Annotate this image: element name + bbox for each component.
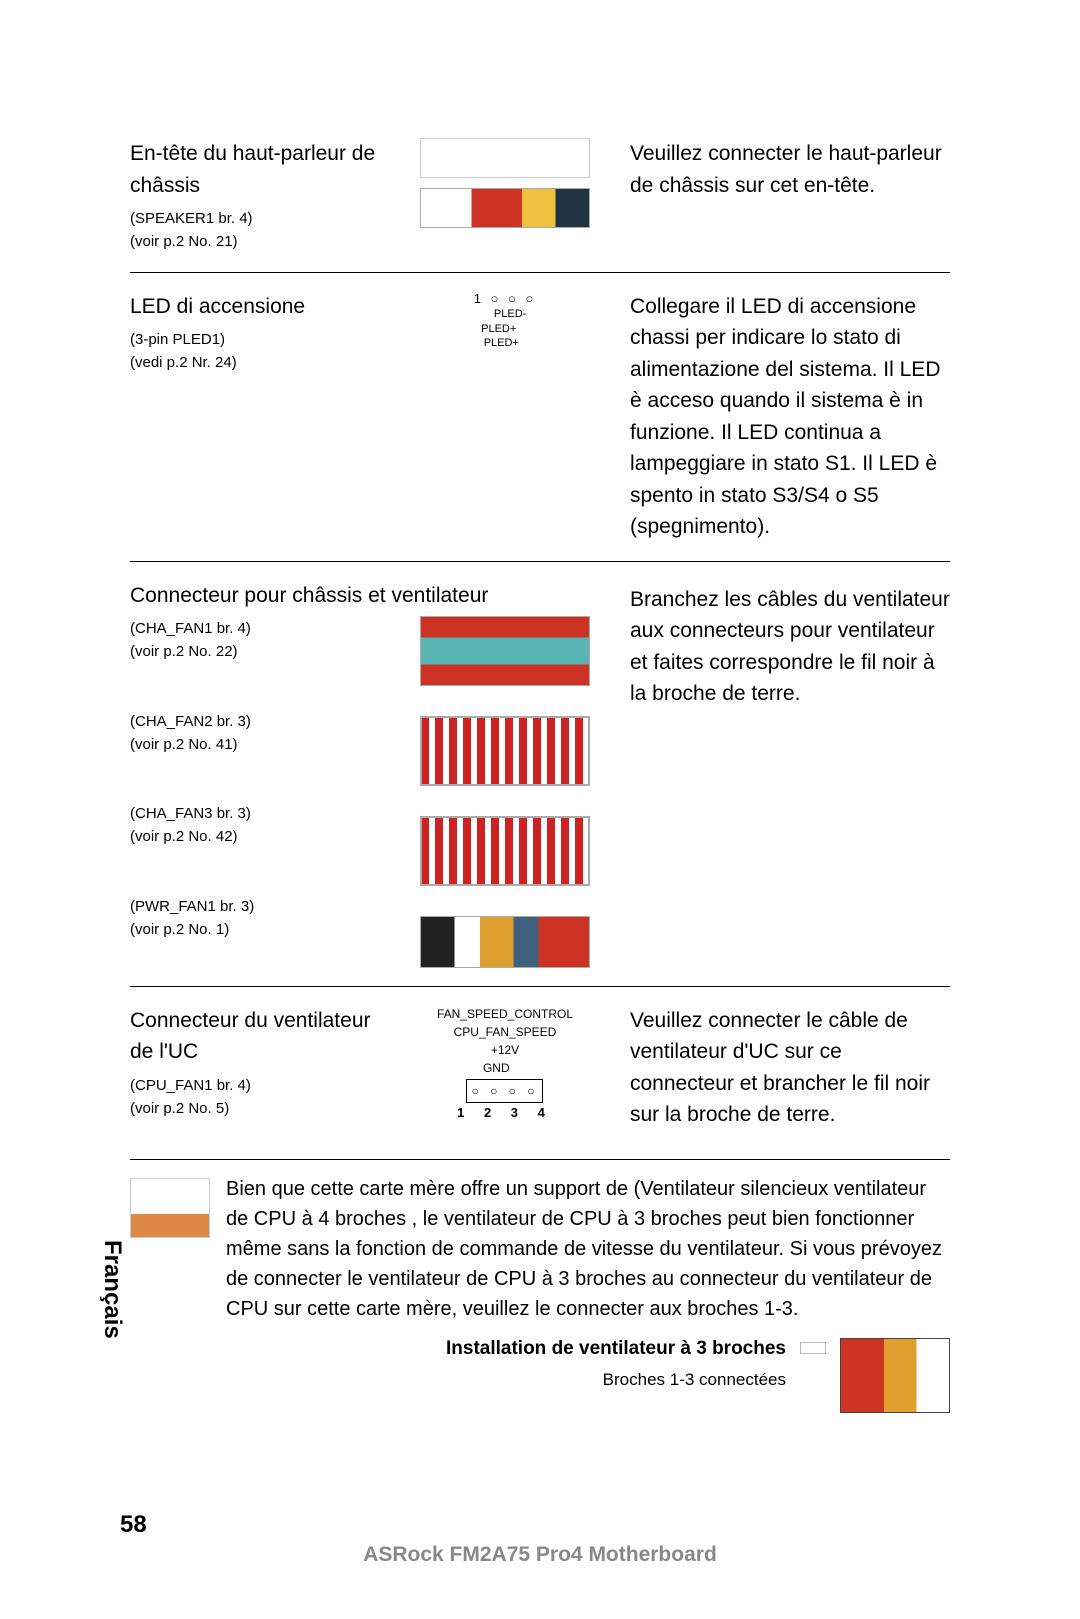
fan-item-2-l2: (voir p.2 No. 42) — [130, 825, 380, 848]
pled-l1: PLED- — [474, 307, 537, 321]
speaker-title: En-tête du haut-parleur de châssis — [130, 138, 380, 201]
cpu-diag-l3: +12V — [437, 1041, 573, 1059]
note-icon — [130, 1178, 210, 1238]
speaker-sub1: (SPEAKER1 br. 4) — [130, 207, 380, 230]
fan-item-0-l2: (voir p.2 No. 22) — [130, 640, 380, 663]
led-title: LED di accensione — [130, 291, 380, 323]
led-desc: Collegare il LED di accensione chassi pe… — [630, 291, 950, 543]
led-sub2: (vedi p.2 Nr. 24) — [130, 351, 380, 374]
note-sub: Installation de ventilateur à 3 broches … — [226, 1338, 950, 1413]
fan-item-0: (CHA_FAN1 br. 4) (voir p.2 No. 22) — [130, 617, 380, 664]
section-cpu-fan: Connecteur du ventilateur de l'UC (CPU_F… — [130, 986, 950, 1149]
page-number: 58 — [120, 1511, 147, 1539]
speaker-desc: Veuillez connecter le haut-parleur de ch… — [630, 138, 950, 201]
cpu-fan-sub1: (CPU_FAN1 br. 4) — [130, 1074, 380, 1097]
fan-thumb-1 — [420, 716, 590, 786]
note-box: Bien que cette carte mère offre un suppo… — [130, 1159, 950, 1413]
cpu-fan-title: Connecteur du ventilateur de l'UC — [130, 1005, 380, 1068]
chassis-fan-left: Connecteur pour châssis et ventilateur (… — [130, 580, 380, 942]
speaker-diagram — [400, 138, 610, 254]
speaker-right: Veuillez connecter le haut-parleur de ch… — [630, 138, 950, 254]
fan-item-1-l1: (CHA_FAN2 br. 3) — [130, 710, 380, 733]
section-led: LED di accensione (3-pin PLED1) (vedi p.… — [130, 272, 950, 561]
cpu-diag-nums: 1 2 3 4 — [437, 1103, 573, 1123]
led-diagram: 1 ○ ○ ○ PLED- PLED+ PLED+ — [400, 291, 610, 543]
note-content: Bien que cette carte mère offre un suppo… — [226, 1174, 950, 1413]
note-thumb — [840, 1338, 950, 1413]
cpu-fan-left: Connecteur du ventilateur de l'UC (CPU_F… — [130, 1005, 380, 1131]
speaker-sub2: (voir p.2 No. 21) — [130, 230, 380, 253]
note-body: Bien que cette carte mère offre un suppo… — [226, 1174, 950, 1324]
note-sub-row: Installation de ventilateur à 3 broches … — [226, 1338, 950, 1413]
footer-text: ASRock FM2A75 Pro4 Motherboard — [0, 1543, 1080, 1567]
cpu-fan-sub2: (voir p.2 No. 5) — [130, 1097, 380, 1120]
section-chassis-fan: Connecteur pour châssis et ventilateur (… — [130, 561, 950, 986]
pled-diagram: 1 ○ ○ ○ PLED- PLED+ PLED+ — [474, 291, 537, 351]
cpu-diag-l1: FAN_SPEED_CONTROL — [437, 1005, 573, 1023]
pled-l3: PLED+ — [474, 336, 537, 350]
chassis-fan-diagrams — [400, 580, 610, 968]
cpu-fan-diagram: FAN_SPEED_CONTROL CPU_FAN_SPEED +12V GND… — [400, 1005, 610, 1131]
fan-item-3-l1: (PWR_FAN1 br. 3) — [130, 895, 380, 918]
pled-pins: 1 ○ ○ ○ — [474, 291, 537, 308]
cpu-fan-desc: Veuillez connecter le câble de ventilate… — [630, 1005, 950, 1131]
fan-item-0-l1: (CHA_FAN1 br. 4) — [130, 617, 380, 640]
note-sub-caption: Broches 1-3 connectées — [603, 1360, 786, 1390]
led-sub1: (3-pin PLED1) — [130, 328, 380, 351]
fan-item-3: (PWR_FAN1 br. 3) (voir p.2 No. 1) — [130, 895, 380, 942]
fan-thumb-3 — [420, 916, 590, 968]
speaker-left: En-tête du haut-parleur de châssis (SPEA… — [130, 138, 380, 254]
cpu-diag-l4: GND — [437, 1059, 573, 1077]
cpu-diagram: FAN_SPEED_CONTROL CPU_FAN_SPEED +12V GND… — [437, 1005, 573, 1123]
speaker-thumb-2 — [420, 188, 590, 228]
speaker-thumb-1 — [420, 138, 590, 178]
chassis-fan-desc: Branchez les câbles du ventilateur aux c… — [630, 584, 950, 710]
cpu-fan-right: Veuillez connecter le câble de ventilate… — [630, 1005, 950, 1131]
led-right: Collegare il LED di accensione chassi pe… — [630, 291, 950, 543]
language-label: Français — [98, 1240, 126, 1339]
fan-item-2-l1: (CHA_FAN3 br. 3) — [130, 802, 380, 825]
note-sub-title: Installation de ventilateur à 3 broches — [226, 1338, 786, 1360]
fan-thumb-0 — [420, 616, 590, 686]
fan-item-1: (CHA_FAN2 br. 3) (voir p.2 No. 41) — [130, 710, 380, 757]
fan-item-1-l2: (voir p.2 No. 41) — [130, 733, 380, 756]
fan-thumb-2 — [420, 816, 590, 886]
cpu-diag-pins: ○ ○ ○ ○ — [466, 1079, 543, 1103]
led-left: LED di accensione (3-pin PLED1) (vedi p.… — [130, 291, 380, 543]
fan-item-2: (CHA_FAN3 br. 3) (voir p.2 No. 42) — [130, 802, 380, 849]
chassis-fan-right: Branchez les câbles du ventilateur aux c… — [630, 580, 950, 710]
cpu-diag-l2: CPU_FAN_SPEED — [437, 1023, 573, 1041]
pled-l2: PLED+ — [474, 322, 537, 336]
note-small-thumb — [800, 1342, 826, 1354]
fan-item-3-l2: (voir p.2 No. 1) — [130, 918, 380, 941]
section-speaker: En-tête du haut-parleur de châssis (SPEA… — [130, 120, 950, 272]
